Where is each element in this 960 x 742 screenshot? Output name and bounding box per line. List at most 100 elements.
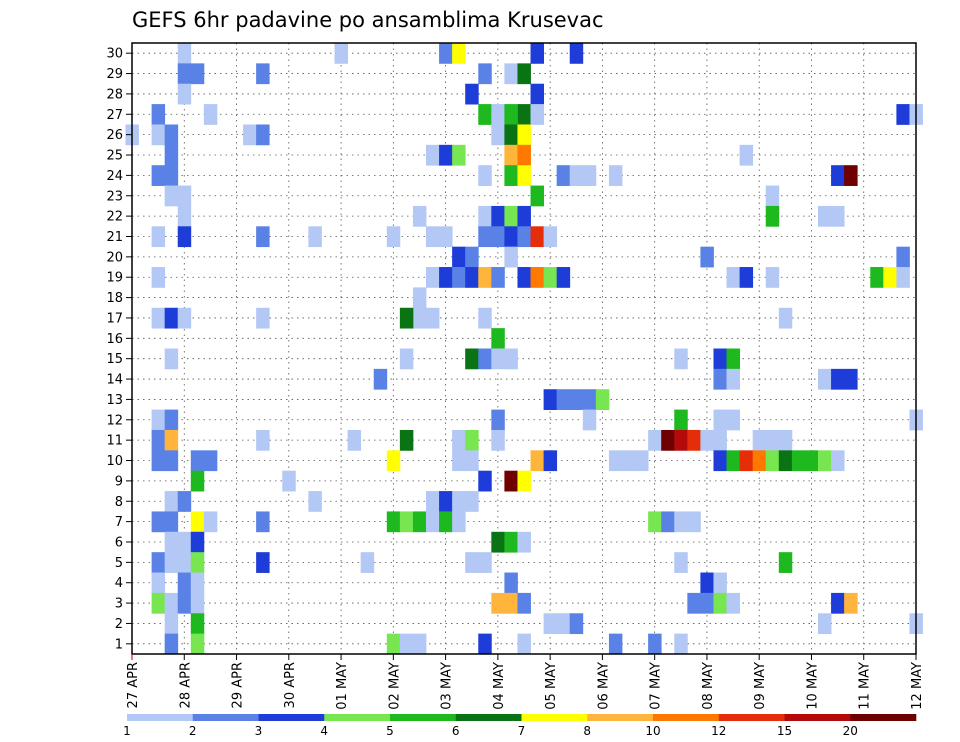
colorbar: 1 2 3 4 5 6 7 8 10 12 15 20	[123, 714, 917, 738]
heatmap-cell	[648, 633, 662, 655]
heatmap-cell	[517, 144, 531, 166]
y-tick-label: 18	[106, 291, 123, 306]
heatmap-cell	[687, 429, 701, 451]
heatmap-cell	[569, 389, 584, 410]
heatmap-cell	[478, 63, 492, 85]
heatmap-cell	[491, 124, 505, 146]
heatmap-cell	[386, 511, 401, 533]
heatmap-cell	[700, 592, 714, 614]
y-tick-label: 24	[106, 169, 123, 184]
heatmap-cell	[556, 165, 571, 186]
heatmap-cell	[164, 592, 179, 614]
heatmap-cell	[491, 429, 505, 451]
heatmap-cell	[452, 144, 466, 166]
heatmap-cell	[700, 572, 714, 594]
x-tick-label: 04 MAY	[492, 662, 507, 710]
heatmap-cell	[582, 165, 597, 186]
y-tick-label: 7	[115, 515, 123, 530]
heatmap-cell	[412, 287, 427, 309]
heatmap-cell	[700, 429, 714, 451]
heatmap-cell	[739, 450, 754, 472]
heatmap-cell	[177, 307, 192, 329]
heatmap-cell	[504, 246, 518, 268]
heatmap-cell	[831, 592, 845, 614]
heatmap-cell	[674, 552, 688, 573]
heatmap-cell	[543, 389, 558, 410]
heatmap-cell	[504, 226, 518, 248]
heatmap-cell	[504, 63, 518, 85]
heatmap-cell	[151, 165, 166, 186]
heatmap-cell	[739, 267, 754, 288]
heatmap-cell	[465, 246, 479, 268]
heatmap-cell	[478, 226, 492, 248]
heatmap-cell	[661, 511, 675, 533]
heatmap-cell	[439, 144, 453, 166]
heatmap-cell	[713, 572, 727, 594]
colorbar-swatch	[324, 714, 391, 721]
heatmap-cell	[478, 165, 492, 186]
x-axis: 27 APR 28 APR 29 APR 30 APR 01 MAY 02 MAY 03 M…	[126, 654, 925, 710]
heatmap-cell	[439, 43, 453, 64]
heatmap-cell	[595, 389, 610, 410]
heatmap-cell	[203, 104, 218, 125]
heatmap-cell	[726, 368, 740, 390]
y-tick-label: 15	[106, 352, 123, 367]
colorbar-label: 15	[777, 724, 792, 738]
heatmap-cell	[765, 267, 780, 288]
colorbar-label: 6	[452, 724, 460, 738]
x-tick-label: 28 APR	[178, 662, 193, 708]
heatmap-cell	[151, 409, 166, 431]
heatmap-cell	[334, 43, 348, 64]
heatmap-cell	[844, 368, 858, 390]
heatmap-cell	[177, 531, 192, 553]
heatmap-cell	[256, 63, 270, 85]
heatmap-cell	[426, 491, 440, 512]
heatmap-cell	[569, 43, 584, 64]
heatmap-cell	[243, 124, 257, 146]
heatmap-cell	[399, 429, 414, 451]
y-tick-label: 29	[106, 67, 123, 82]
heatmap-cell	[896, 246, 910, 268]
y-tick-label: 4	[115, 576, 123, 591]
heatmap-cell	[713, 368, 727, 390]
x-tick-label: 11 MAY	[858, 662, 873, 710]
colorbar-swatch	[192, 714, 259, 721]
heatmap-cell	[164, 491, 179, 512]
heatmap-cell	[151, 511, 166, 533]
heatmap-cell	[556, 389, 571, 410]
heatmap-cell	[478, 104, 492, 125]
heatmap-cell	[517, 531, 531, 553]
y-tick-label: 16	[106, 332, 123, 347]
heatmap-cell	[491, 409, 505, 431]
heatmap-cell	[412, 633, 427, 655]
heatmap-cell	[190, 592, 205, 614]
y-tick-label: 12	[106, 413, 123, 428]
y-tick-label: 1	[115, 637, 123, 652]
heatmap-cell	[426, 144, 440, 166]
x-tick-label: 09 MAY	[753, 662, 768, 710]
heatmap-cell	[478, 307, 492, 329]
y-tick-label: 26	[106, 128, 123, 143]
heatmap-cell	[883, 267, 897, 288]
heatmap-cell	[530, 43, 544, 64]
heatmap-cell	[517, 267, 531, 288]
heatmap-cell	[543, 450, 558, 472]
y-tick-label: 28	[106, 87, 123, 102]
heatmap-cell	[177, 572, 192, 594]
heatmap-cell	[452, 267, 466, 288]
heatmap-cell	[818, 368, 832, 390]
heatmap-cell	[399, 348, 414, 370]
colorbar-swatch	[718, 714, 785, 721]
heatmap-cell	[399, 511, 414, 533]
heatmap-cell	[164, 165, 179, 186]
heatmap-cell	[622, 450, 636, 472]
heatmap-cell	[713, 409, 727, 431]
heatmap-cell	[151, 429, 166, 451]
heatmap-cell	[504, 572, 518, 594]
y-tick-label: 25	[106, 149, 123, 164]
heatmap-cell	[648, 429, 662, 451]
heatmap-cell	[713, 450, 727, 472]
heatmap-cell	[752, 450, 767, 472]
heatmap-cell	[778, 450, 793, 472]
heatmap-cell	[778, 552, 793, 573]
